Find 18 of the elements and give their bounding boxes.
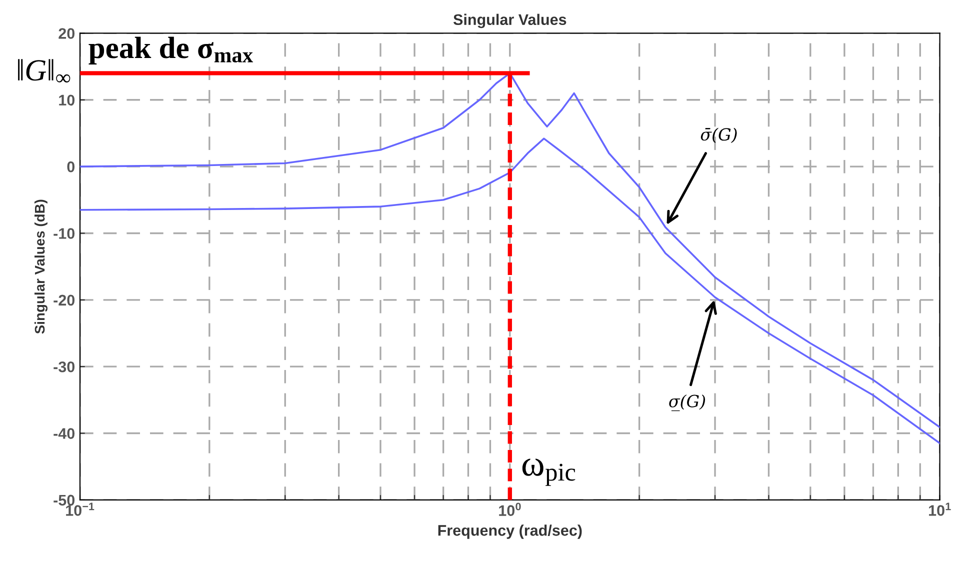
y-tick-label: -30 [54,361,75,372]
y-tick-label: -50 [54,494,75,506]
y-tick-label: -20 [54,294,75,306]
annotation: peak de σ$_{max}$ [88,36,253,64]
y-tick-label: -40 [54,428,75,439]
x-axis-title: Frequency (rad/sec) [438,524,582,539]
y-tick-label: 0 [67,161,75,172]
annotation: σ̲(G) [669,394,706,412]
y-tick-label: 20 [58,28,75,39]
chart-title: Singular Values [453,14,566,28]
x-tick-label: 10$^{0}$ [499,502,521,516]
y-tick-label: 10 [59,94,75,106]
y-axis-title: Singular Values (dB) [34,200,48,334]
annotation: ‖G‖$_{∞}$ [18,59,70,82]
y-tick-label: -10 [54,228,75,239]
x-tick-label: 10$^{1}$ [928,502,951,516]
annotation: σ̄(G) [700,128,737,144]
annotation: ω$_{pic}$ [522,458,576,486]
